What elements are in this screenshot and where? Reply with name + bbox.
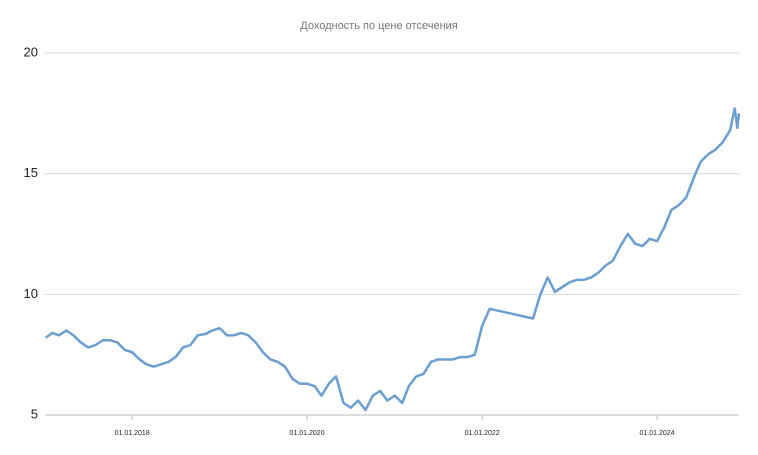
y-tick-label: 15 (24, 165, 38, 180)
x-tick-label: 01.01.2020 (290, 430, 325, 437)
chart-title: Доходность по цене отсечения (300, 20, 458, 32)
y-tick-label: 5 (31, 406, 38, 421)
x-tick-label: 01.01.2018 (115, 430, 150, 437)
y-tick-label: 20 (24, 44, 38, 59)
y-tick-label: 10 (24, 286, 38, 301)
line-series (44, 107, 741, 412)
x-tick-label: 01.01.2022 (465, 430, 500, 437)
x-tick-label: 01.01.2024 (640, 430, 675, 437)
